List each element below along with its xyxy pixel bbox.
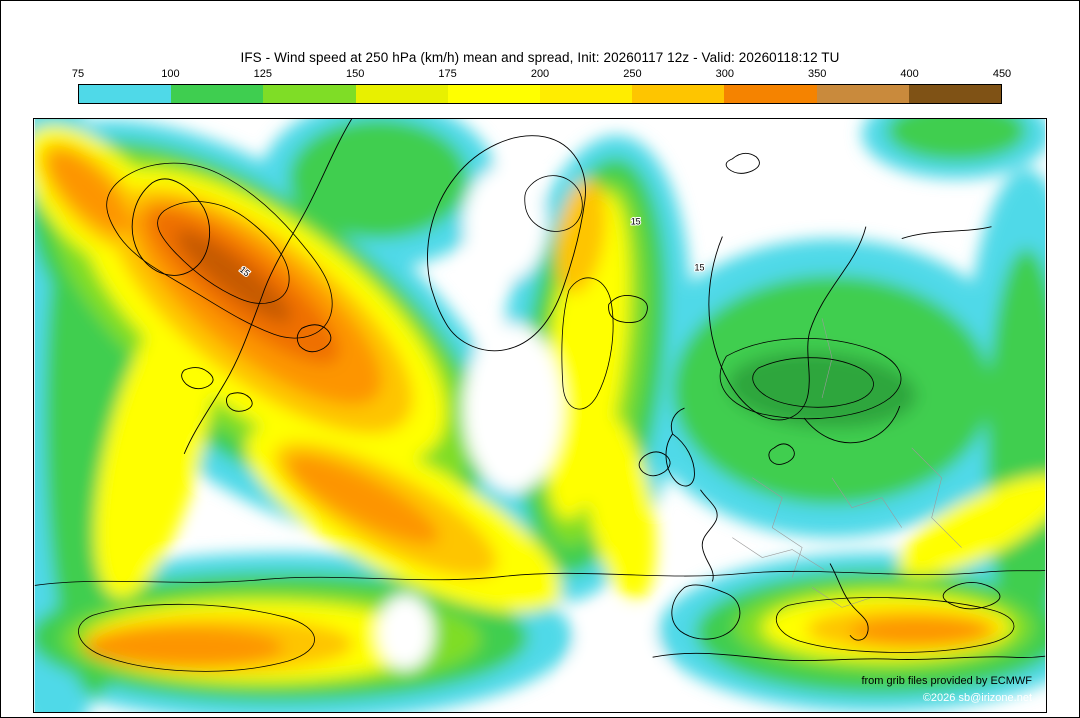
colorbar-tick-label: 100 [161, 68, 180, 80]
baltic-coastline [803, 405, 901, 444]
colorbar-segment [447, 85, 541, 103]
great-lakes-2 [226, 392, 253, 412]
spread-contour-label: 15 [694, 262, 704, 272]
spread-contour-label: 15 [631, 217, 641, 227]
country-borders [732, 318, 962, 608]
iceland-coastline [608, 294, 648, 324]
spread-contours [34, 162, 1046, 672]
svalbard-coastline [725, 152, 760, 174]
colorbar-tick-label: 300 [715, 68, 734, 80]
scandinavia-coastline [708, 226, 867, 421]
colorbar-segment [908, 85, 1002, 103]
colorbar-tick-label: 450 [992, 68, 1012, 80]
attribution-copyright: ©2026 sb@irizone.net [922, 691, 1032, 704]
arctic-russia-coastline [901, 226, 992, 240]
colorbar-tick-label: 75 [71, 68, 85, 80]
ireland-coastline [638, 451, 671, 477]
colorbar: 75 100 125 150 175 200 250 300 350 400 450 [72, 68, 1011, 106]
colorbar-tick-label: 250 [623, 68, 642, 80]
colorbar-segment [724, 85, 817, 103]
colorbar-segment [816, 85, 909, 103]
uk-coastline [665, 407, 695, 487]
colorbar-segment [540, 85, 633, 103]
colorbar-segment [79, 85, 172, 103]
colorbar-tick-label: 400 [900, 68, 919, 80]
iberia-coastline [671, 584, 741, 640]
colorbar-tick-labels: 75 100 125 150 175 200 250 300 350 400 450 [72, 68, 1011, 82]
attribution: from grib files provided by ECMWF ©2026 … [861, 673, 1032, 707]
chart-title: IFS - Wind speed at 250 hPa (km/h) mean … [240, 50, 840, 65]
map-frame: 15 15 15 from grib files provided by ECM… [33, 118, 1047, 713]
colorbar-segment [171, 85, 264, 103]
north-africa-coastline [652, 652, 1046, 662]
colorbar-tick-label: 350 [808, 68, 827, 80]
greenland-coastline [427, 135, 586, 352]
colorbar-segment [263, 85, 356, 103]
colorbar-tick-label: 200 [530, 68, 550, 80]
colorbar-tick-label: 150 [346, 68, 365, 80]
colorbar-tick-label: 175 [438, 68, 457, 80]
newfoundland-coastline [296, 324, 332, 353]
hudson-bay-coastline [131, 178, 210, 276]
attribution-source: from grib files provided by ECMWF [861, 674, 1032, 687]
great-lakes [181, 367, 214, 390]
colorbar-segment [632, 85, 725, 103]
france-coastline [700, 489, 718, 582]
italy-coastline [829, 563, 869, 641]
colorbar-segment [355, 85, 448, 103]
colorbar-tick-label: 125 [253, 68, 272, 80]
wind-speed-map: 15 15 15 [34, 119, 1046, 712]
denmark-coastline [768, 443, 795, 465]
north-america-coastline [183, 119, 353, 455]
coastlines [131, 119, 1046, 662]
wind-speed-field [34, 119, 1046, 712]
black-sea-coastline [942, 581, 1001, 610]
colorbar-scale [78, 84, 1002, 104]
